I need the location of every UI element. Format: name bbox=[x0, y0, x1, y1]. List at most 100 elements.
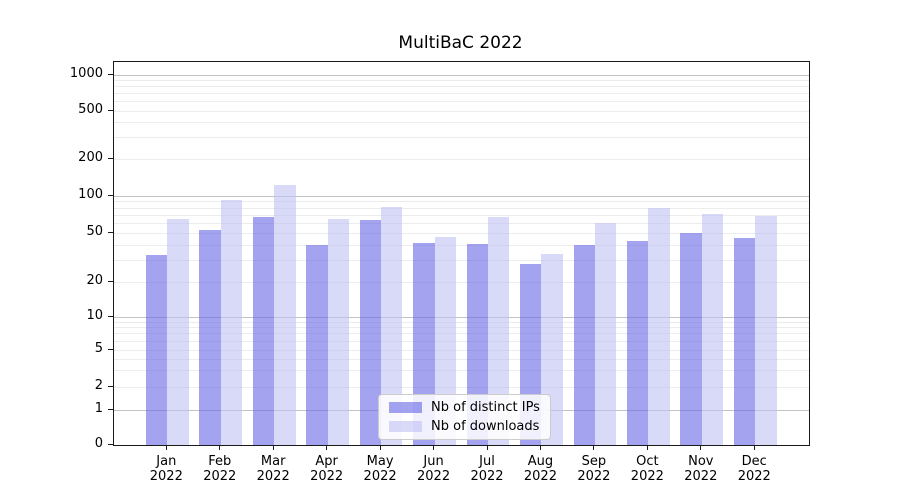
y-tick-label: 100 bbox=[78, 187, 103, 202]
gridline-minor bbox=[114, 232, 809, 234]
gridline-minor bbox=[114, 158, 809, 160]
legend-label-distinct-ips: Nb of distinct IPs bbox=[431, 400, 540, 415]
y-tick-mark bbox=[108, 385, 113, 387]
gridline-minor bbox=[114, 122, 809, 124]
legend: Nb of distinct IPs Nb of downloads bbox=[378, 394, 551, 440]
y-tick-mark bbox=[108, 348, 113, 350]
gridline-minor bbox=[114, 223, 809, 225]
y-tick-mark bbox=[108, 443, 113, 445]
y-tick-label: 0 bbox=[94, 436, 103, 451]
bar-distinct-ips-sep bbox=[573, 245, 595, 445]
y-tick-mark bbox=[108, 157, 113, 159]
x-tick-label-mar: Mar 2022 bbox=[256, 454, 290, 484]
gridline-minor bbox=[114, 370, 809, 372]
bar-distinct-ips-nov bbox=[680, 233, 702, 445]
bar-downloads-jan bbox=[167, 219, 189, 445]
gridline-major bbox=[114, 74, 809, 76]
plot-area: Nb of distinct IPs Nb of downloads bbox=[113, 61, 810, 446]
x-tick-label-dec: Dec 2022 bbox=[737, 454, 771, 484]
gridline-minor bbox=[114, 214, 809, 216]
x-tick-label-jul: Jul 2022 bbox=[470, 454, 504, 484]
legend-swatch-downloads bbox=[389, 421, 422, 432]
y-tick-mark bbox=[108, 194, 113, 196]
x-tick-mark bbox=[272, 445, 274, 450]
x-tick-mark bbox=[646, 445, 648, 450]
bar-downloads-feb bbox=[220, 199, 243, 445]
bar-distinct-ips-jan bbox=[145, 255, 168, 445]
y-tick-label: 10 bbox=[86, 308, 103, 323]
x-tick-label-jan: Jan 2022 bbox=[149, 454, 183, 484]
legend-item-distinct-ips: Nb of distinct IPs bbox=[389, 400, 540, 415]
bar-distinct-ips-apr bbox=[306, 245, 328, 445]
bar-downloads-apr bbox=[327, 219, 350, 445]
gridline-minor bbox=[114, 333, 809, 335]
bar-downloads-sep bbox=[594, 222, 617, 445]
y-tick-label: 500 bbox=[78, 102, 103, 117]
bar-downloads-nov bbox=[701, 213, 724, 445]
bar-downloads-oct bbox=[648, 208, 670, 445]
x-tick-mark bbox=[433, 445, 435, 450]
gridline-minor bbox=[114, 207, 809, 209]
y-tick-label: 2 bbox=[94, 378, 103, 393]
bar-downloads-may bbox=[381, 207, 403, 445]
x-tick-label-feb: Feb 2022 bbox=[203, 454, 237, 484]
y-tick-mark bbox=[108, 408, 113, 410]
y-tick-label: 20 bbox=[86, 273, 103, 288]
gridline-minor bbox=[114, 281, 809, 283]
bar-distinct-ips-mar bbox=[252, 216, 275, 445]
x-tick-label-oct: Oct 2022 bbox=[630, 454, 664, 484]
x-tick-mark bbox=[539, 445, 541, 450]
legend-item-downloads: Nb of downloads bbox=[389, 419, 540, 434]
y-tick-mark bbox=[108, 73, 113, 75]
y-tick-label: 200 bbox=[78, 150, 103, 165]
x-tick-label-apr: Apr 2022 bbox=[310, 454, 344, 484]
bar-downloads-mar bbox=[274, 184, 296, 445]
y-tick-mark bbox=[108, 315, 113, 317]
gridline-minor bbox=[114, 201, 809, 203]
gridline-minor bbox=[114, 93, 809, 95]
x-tick-mark bbox=[326, 445, 328, 450]
gridline-major bbox=[114, 316, 809, 318]
gridline-minor bbox=[114, 259, 809, 261]
bar-downloads-jun bbox=[434, 236, 456, 445]
y-tick-label: 50 bbox=[86, 224, 103, 240]
y-tick-label: 1000 bbox=[69, 66, 103, 81]
x-tick-mark bbox=[165, 445, 167, 450]
x-tick-mark bbox=[379, 445, 381, 450]
bar-distinct-ips-dec bbox=[733, 237, 756, 445]
gridline-minor bbox=[114, 349, 809, 351]
x-tick-mark bbox=[593, 445, 595, 450]
chart-title: MultiBaC 2022 bbox=[398, 33, 523, 53]
gridline-minor bbox=[114, 110, 809, 112]
gridline-minor bbox=[114, 340, 809, 342]
y-tick-mark bbox=[108, 231, 113, 233]
bar-downloads-jul bbox=[488, 216, 510, 445]
bar-downloads-dec bbox=[755, 216, 777, 445]
x-tick-label-aug: Aug 2022 bbox=[523, 454, 557, 484]
x-tick-label-may: May 2022 bbox=[363, 454, 397, 484]
x-tick-label-nov: Nov 2022 bbox=[684, 454, 718, 484]
gridline-minor bbox=[114, 327, 809, 329]
gridline-minor bbox=[114, 86, 809, 88]
y-tick-mark bbox=[108, 109, 113, 111]
gridline-minor bbox=[114, 386, 809, 388]
y-tick-mark bbox=[108, 280, 113, 282]
gridline-minor bbox=[114, 137, 809, 139]
legend-swatch-distinct-ips bbox=[389, 402, 422, 413]
x-tick-mark bbox=[700, 445, 702, 450]
x-tick-mark bbox=[753, 445, 755, 450]
x-tick-mark bbox=[486, 445, 488, 450]
bar-distinct-ips-feb bbox=[199, 230, 221, 445]
x-tick-label-jun: Jun 2022 bbox=[417, 454, 451, 484]
y-tick-label: 5 bbox=[94, 341, 103, 356]
gridline-major bbox=[114, 195, 809, 197]
y-tick-label: 1 bbox=[94, 401, 103, 416]
gridline-minor bbox=[114, 321, 809, 323]
gridline-minor bbox=[114, 101, 809, 103]
x-tick-label-sep: Sep 2022 bbox=[577, 454, 611, 484]
bar-distinct-ips-oct bbox=[626, 241, 649, 445]
bar-distinct-ips-may bbox=[359, 220, 382, 445]
gridline-minor bbox=[114, 244, 809, 246]
gridline-minor bbox=[114, 358, 809, 360]
